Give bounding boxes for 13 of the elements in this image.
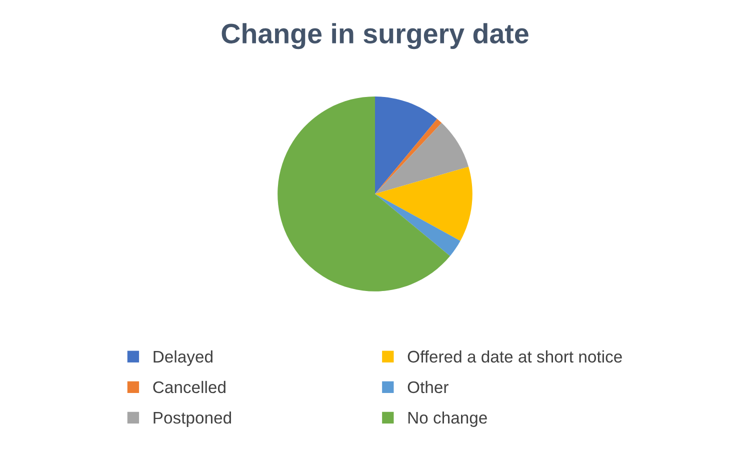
pie-slice (278, 96, 450, 292)
chart-title: Change in surgery date (222, 23, 528, 50)
pie-slice (375, 118, 442, 194)
legend-label: No change (408, 411, 487, 427)
legend-label: Postponed (154, 411, 231, 427)
legend-label: Offered a date at short notice (408, 350, 622, 363)
pie-slice (375, 122, 469, 194)
pie-slice (375, 96, 438, 194)
legend-label: Cancelled (153, 380, 226, 394)
pie-slice (375, 166, 472, 241)
legend-label: Other (408, 380, 448, 394)
legend-label: Delayed (154, 350, 212, 366)
pie-slice (375, 194, 460, 256)
